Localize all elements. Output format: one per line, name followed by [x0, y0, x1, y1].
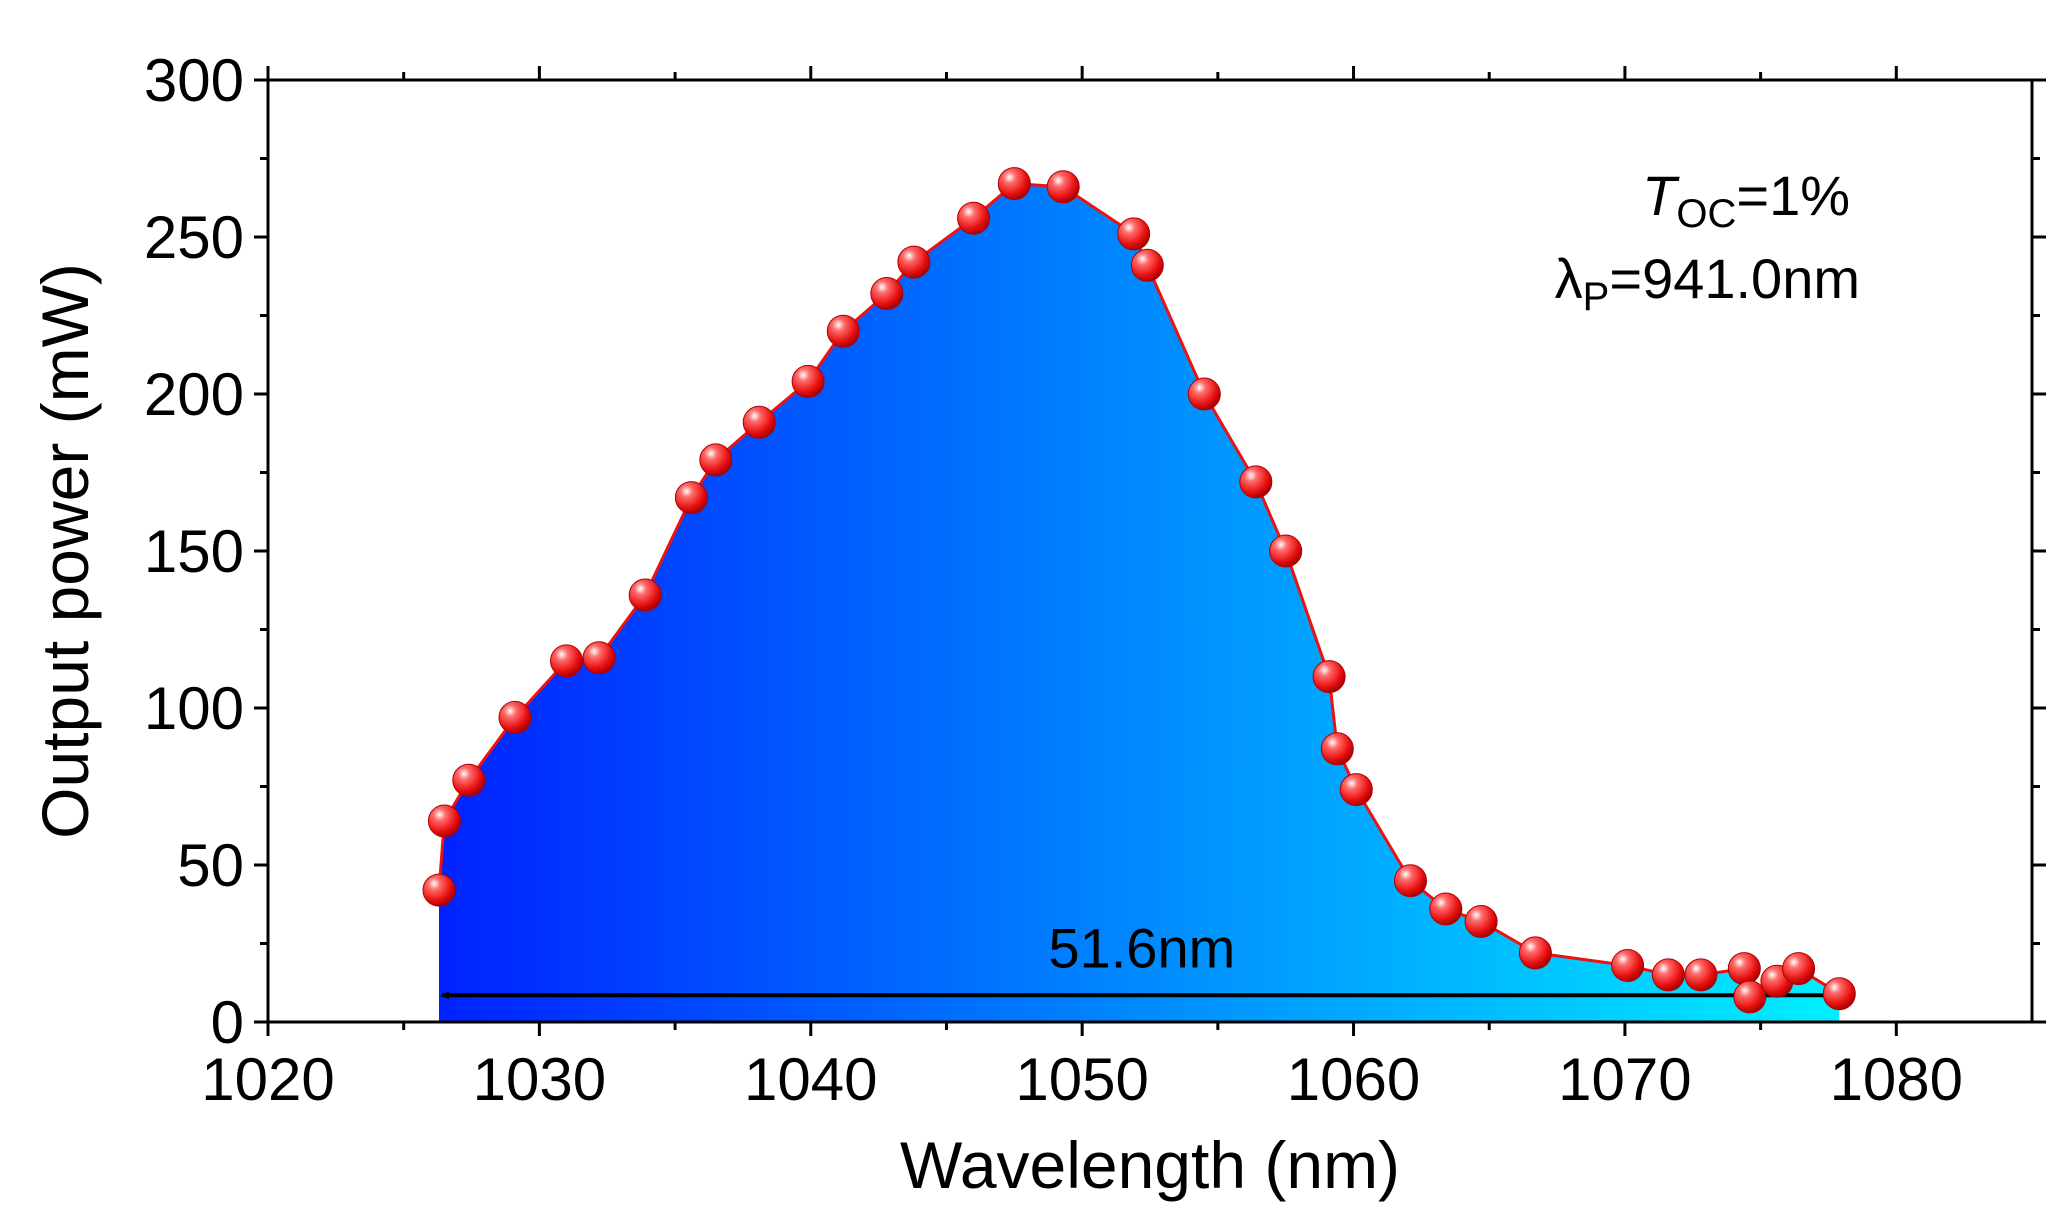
data-point — [452, 763, 486, 797]
data-point — [1611, 949, 1645, 982]
x-tick-labels: 1020 1030 1040 1050 1060 1070 1080 — [201, 1046, 1963, 1113]
data-point — [1187, 377, 1221, 411]
data-point — [1518, 936, 1552, 970]
data-point — [1269, 534, 1303, 568]
data-point — [1394, 864, 1427, 898]
data-point — [674, 481, 708, 515]
x-tick-label: 1050 — [1015, 1046, 1148, 1113]
data-point — [1822, 977, 1856, 1011]
x-tick-label: 1040 — [744, 1046, 877, 1113]
data-point — [957, 201, 991, 235]
data-point — [1464, 905, 1498, 938]
data-point — [897, 245, 931, 279]
data-point — [1117, 217, 1151, 251]
y-tick-label: 100 — [144, 675, 244, 742]
x-tick-label: 1070 — [1558, 1046, 1691, 1113]
y-tick-label: 50 — [177, 832, 244, 899]
y-tick-label: 200 — [144, 361, 244, 428]
data-point — [1046, 170, 1080, 204]
data-point — [427, 804, 461, 838]
x-tick-label: 1060 — [1287, 1046, 1420, 1113]
data-points — [422, 167, 1856, 1014]
toc-subscript: OC — [1676, 192, 1736, 236]
axis-ticks — [254, 66, 2046, 1036]
data-point — [699, 443, 733, 477]
y-tick-label: 300 — [144, 47, 244, 114]
toc-symbol: T — [1642, 164, 1680, 227]
data-point — [1429, 892, 1463, 926]
toc-annotation: TOC=1% — [1642, 164, 1850, 236]
lambda-annotation: λP=941.0nm — [1555, 247, 1860, 319]
x-tick-label: 1080 — [1830, 1046, 1963, 1113]
data-point — [870, 277, 904, 310]
data-point — [997, 167, 1031, 201]
data-point — [1684, 958, 1718, 992]
toc-value: =1% — [1736, 164, 1850, 227]
lambda-value: =941.0nm — [1609, 247, 1860, 310]
x-axis-title: Wavelength (nm) — [900, 1128, 1400, 1202]
data-point — [498, 700, 532, 734]
y-tick-label: 0 — [211, 989, 244, 1056]
data-point — [1733, 980, 1767, 1014]
data-point — [1130, 248, 1164, 282]
y-tick-label: 250 — [144, 204, 244, 271]
data-point — [1782, 952, 1816, 986]
y-tick-label: 150 — [144, 518, 244, 585]
data-point — [826, 314, 860, 348]
data-point — [1239, 465, 1273, 499]
data-point — [628, 578, 662, 612]
data-point — [582, 641, 616, 675]
data-point — [1727, 952, 1761, 986]
x-tick-label: 1020 — [201, 1046, 334, 1113]
data-point — [791, 364, 825, 398]
data-point — [1312, 660, 1346, 694]
data-point — [422, 873, 456, 907]
x-tick-label: 1030 — [473, 1046, 606, 1113]
data-point — [1339, 773, 1373, 807]
data-point — [1320, 732, 1354, 766]
area-fill — [439, 183, 1840, 1023]
lambda-symbol: λ — [1555, 247, 1583, 310]
y-axis-title: Output power (mW) — [28, 263, 102, 839]
data-point — [742, 405, 776, 439]
span-label: 51.6nm — [1048, 916, 1235, 979]
data-point — [1651, 958, 1685, 992]
y-tick-labels: 0 50 100 150 200 250 300 — [144, 47, 244, 1056]
data-point — [550, 644, 583, 678]
lambda-subscript: P — [1583, 275, 1610, 319]
